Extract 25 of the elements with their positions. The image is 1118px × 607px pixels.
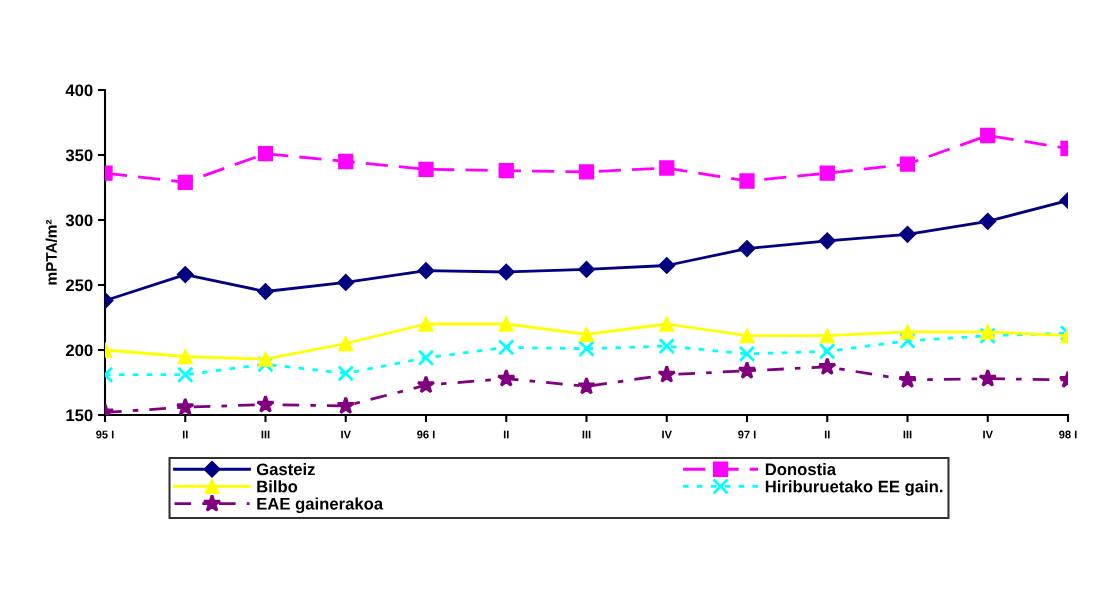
legend-label: Donostia	[765, 463, 837, 476]
x-tick-label: III	[261, 430, 270, 439]
legend-label: EAE gainerakoa	[257, 497, 384, 514]
y-tick-label: 300	[65, 214, 93, 227]
x-tick-label: 97 I	[738, 430, 756, 439]
x-tick-label: II	[824, 430, 830, 439]
x-tick-label: IV	[341, 430, 351, 439]
x-tick-label: IV	[662, 430, 672, 439]
y-tick-label: 150	[66, 409, 93, 422]
x-tick-label: II	[503, 430, 509, 439]
x-tick-label: 96 I	[417, 430, 435, 439]
x-tick-label: III	[903, 430, 912, 439]
x-tick-label: III	[582, 430, 591, 439]
y-axis-title: mPTA/m²	[45, 219, 57, 285]
legend-label: Hiriburuetako EE gain.	[765, 480, 943, 496]
x-tick-label: IV	[983, 430, 993, 439]
x-tick-label: II	[182, 430, 188, 439]
y-tick-label: 350	[65, 149, 93, 162]
legend-label: Gasteiz	[256, 463, 315, 476]
y-tick-label: 250	[65, 279, 93, 292]
y-tick-label: 400	[65, 84, 93, 97]
x-tick-label: 98 I	[1059, 430, 1077, 439]
y-tick-label: 200	[65, 344, 93, 357]
legend-label: Bilbo	[257, 480, 298, 493]
x-tick-label: 95 I	[96, 430, 114, 439]
